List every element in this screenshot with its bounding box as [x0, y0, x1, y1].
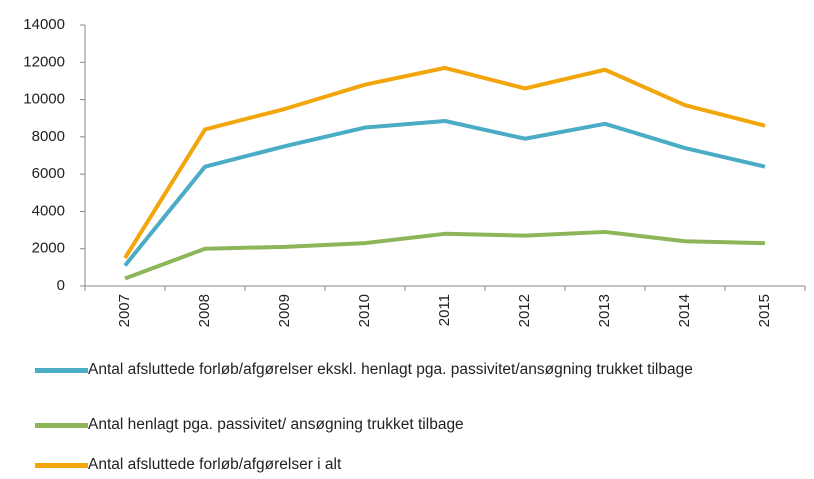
legend-label: Antal afsluttede forløb/afgørelser i alt: [88, 456, 342, 473]
legend-swatch: [35, 423, 88, 428]
series-line: [123, 119, 766, 267]
x-tick-label: 2012: [516, 294, 533, 327]
legend-swatch: [35, 463, 88, 468]
x-tick-label: 2007: [116, 294, 133, 327]
legend-label: Antal afsluttede forløb/afgørelser ekskl…: [88, 361, 693, 378]
y-tick-label: 6000: [32, 165, 65, 182]
y-tick-label: 10000: [23, 91, 65, 108]
legend-label: Antal henlagt pga. passivitet/ ansøgning…: [88, 416, 464, 433]
x-tick-label: 2014: [676, 294, 693, 327]
x-tick-label: 2011: [436, 294, 453, 326]
series-line: [124, 229, 766, 281]
legend-item: Antal henlagt pga. passivitet/ ansøgning…: [35, 414, 810, 436]
x-tick-label: 2010: [356, 294, 373, 327]
y-tick-label: 12000: [23, 53, 65, 70]
series-line: [123, 65, 766, 260]
legend-item: Antal afsluttede forløb/afgørelser i alt: [35, 454, 810, 476]
y-tick-label: 4000: [32, 202, 65, 219]
legend-swatch: [35, 368, 88, 373]
legend-item: Antal afsluttede forløb/afgørelser ekskl…: [35, 359, 810, 381]
y-tick-label: 0: [57, 277, 65, 294]
chart: 0 2000 4000 6000 8000 10000 12000 14000 2007 2008…: [23, 16, 806, 327]
y-tick-label: 14000: [23, 16, 65, 33]
x-tick-label: 2015: [756, 294, 773, 327]
x-tick-label: 2009: [276, 294, 293, 327]
y-tick-label: 8000: [32, 128, 65, 145]
x-tick-label: 2013: [596, 294, 613, 327]
x-tick-label: 2008: [196, 294, 213, 327]
y-tick-label: 2000: [32, 240, 65, 257]
